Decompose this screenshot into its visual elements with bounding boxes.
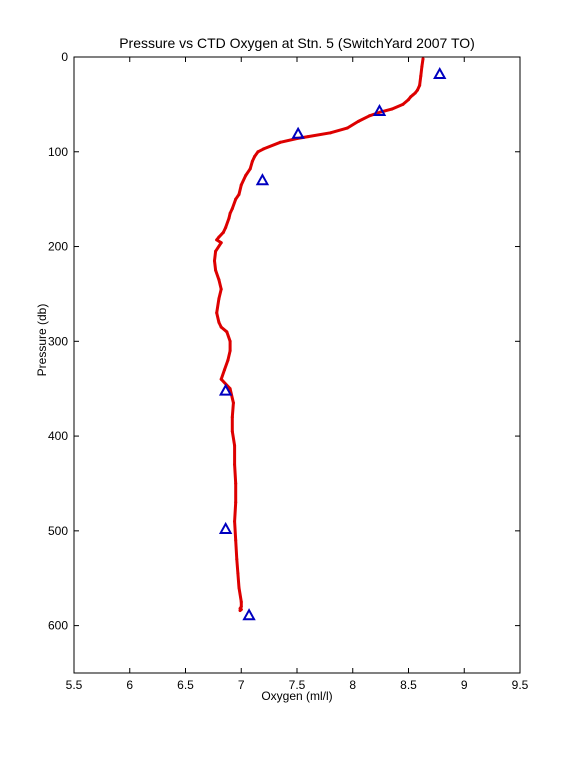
ctd-oxygen-point bbox=[226, 358, 230, 362]
x-tick-label: 9 bbox=[461, 678, 468, 692]
ctd-oxygen-point bbox=[219, 287, 223, 291]
ctd-oxygen-point bbox=[228, 387, 232, 391]
ctd-oxygen-point bbox=[237, 586, 241, 590]
ctd-oxygen-point bbox=[228, 349, 232, 353]
ctd-oxygen-point bbox=[234, 481, 238, 485]
ctd-oxygen-point bbox=[230, 429, 234, 433]
ctd-oxygen-point bbox=[418, 83, 422, 87]
y-tick-label: 600 bbox=[48, 619, 68, 633]
x-tick-label: 7 bbox=[238, 678, 245, 692]
ctd-oxygen-point bbox=[234, 197, 238, 201]
ctd-oxygen-point bbox=[224, 226, 228, 230]
bottle-oxygen-triangle-marker bbox=[433, 66, 447, 80]
ctd-oxygen-point bbox=[407, 98, 410, 102]
x-tick-label: 5.5 bbox=[66, 678, 83, 692]
ctd-oxygen-point bbox=[409, 95, 413, 99]
x-tick-label: 9.5 bbox=[512, 678, 529, 692]
ctd-oxygen-point bbox=[345, 126, 349, 130]
ctd-oxygen-point bbox=[239, 600, 243, 604]
ctd-oxygen-point bbox=[233, 463, 237, 467]
ctd-oxygen-point bbox=[223, 368, 227, 372]
ctd-oxygen-point bbox=[219, 325, 223, 329]
ctd-oxygen-point bbox=[244, 173, 248, 177]
ctd-oxygen-point bbox=[230, 207, 234, 211]
x-tick-label: 6 bbox=[126, 678, 133, 692]
y-tick-label: 100 bbox=[48, 145, 68, 159]
x-tick-label: 8.5 bbox=[400, 678, 417, 692]
ctd-oxygen-point bbox=[219, 241, 223, 245]
y-tick-label: 0 bbox=[61, 50, 68, 64]
ctd-oxygen-point bbox=[421, 57, 425, 61]
ctd-oxygen-point bbox=[225, 330, 229, 334]
bottle-oxygen-triangle-marker bbox=[218, 383, 233, 396]
ctd-oxygen-point bbox=[215, 238, 219, 242]
series-layer bbox=[212, 57, 447, 621]
ctd-oxygen-point bbox=[235, 557, 239, 561]
ctd-oxygen-point bbox=[420, 64, 424, 68]
ctd-oxygen-point bbox=[217, 320, 221, 324]
ctd-oxygen-point bbox=[227, 216, 231, 220]
x-tick-label: 8 bbox=[349, 678, 356, 692]
chart-title: Pressure vs CTD Oxygen at Stn. 5 (Switch… bbox=[119, 35, 475, 51]
ctd-oxygen-point bbox=[262, 147, 266, 151]
ctd-oxygen-point bbox=[250, 159, 254, 163]
y-axis-label: Pressure (db) bbox=[35, 304, 49, 377]
ctd-oxygen-point bbox=[217, 297, 221, 301]
ctd-oxygen-point bbox=[234, 538, 238, 542]
ctd-oxygen-point bbox=[239, 183, 243, 187]
ctd-oxygen-point bbox=[215, 311, 219, 315]
ctd-oxygen-point bbox=[219, 377, 223, 381]
x-tick-label: 6.5 bbox=[177, 678, 194, 692]
ctd-oxygen-point bbox=[328, 131, 332, 135]
ctd-oxygen-point bbox=[415, 88, 419, 92]
ctd-oxygen-point bbox=[217, 235, 221, 239]
ctd-oxygen-point bbox=[253, 155, 257, 159]
bottle-oxygen-triangle-marker bbox=[255, 173, 270, 186]
bottle-oxygen-triangle-marker bbox=[218, 521, 233, 534]
ctd-oxygen-point bbox=[278, 140, 282, 144]
y-tick-label: 300 bbox=[48, 334, 68, 348]
ctd-oxygen-point bbox=[256, 150, 260, 154]
axis-ticks: 5.5 6 6.5 7 7.5 8 8.5 9 9.5 0 100 200 300 400 500 600 bbox=[48, 50, 529, 692]
ctd-oxygen-point bbox=[367, 114, 371, 118]
ctd-oxygen-point bbox=[230, 415, 234, 419]
ctd-oxygen-point bbox=[356, 119, 360, 123]
ctd-oxygen-point bbox=[237, 192, 241, 196]
ctd-oxygen-point bbox=[248, 167, 252, 171]
bottle-oxygen-triangle-marker bbox=[291, 126, 305, 139]
ctd-oxygen-point bbox=[413, 91, 417, 95]
ctd-oxygen-point bbox=[231, 401, 235, 405]
ctd-oxygen-point bbox=[228, 211, 232, 215]
bottle-oxygen-triangle-marker bbox=[372, 103, 387, 117]
ctd-oxygen-point bbox=[390, 107, 394, 111]
ctd-oxygen-point bbox=[238, 608, 242, 612]
ctd-oxygen-point bbox=[411, 93, 415, 97]
ctd-oxygen-point bbox=[228, 339, 232, 343]
ctd-oxygen-point bbox=[401, 102, 405, 106]
x-axis-label: Oxygen (ml/l) bbox=[261, 689, 332, 703]
ctd-oxygen-point bbox=[419, 74, 423, 78]
ctd-oxygen-point bbox=[214, 268, 218, 272]
ctd-oxygen-point bbox=[214, 249, 218, 253]
ctd-oxygen-point bbox=[306, 135, 310, 139]
ctd-oxygen-point bbox=[217, 278, 221, 282]
ctd-oxygen-point bbox=[234, 500, 238, 504]
ctd-oxygen-point bbox=[233, 519, 237, 523]
plot-area bbox=[73, 56, 521, 674]
bottle-oxygen-triangle-marker bbox=[242, 608, 256, 621]
x-tick-label: 7.5 bbox=[289, 678, 306, 692]
y-tick-label: 200 bbox=[48, 240, 68, 254]
y-tick-label: 500 bbox=[48, 524, 68, 538]
ctd-oxygen-point bbox=[221, 230, 225, 234]
ctd-oxygen-point bbox=[233, 444, 237, 448]
ctd-oxygen-point bbox=[236, 571, 240, 575]
y-tick-label: 400 bbox=[48, 429, 68, 443]
ctd-oxygen-point bbox=[212, 259, 216, 263]
